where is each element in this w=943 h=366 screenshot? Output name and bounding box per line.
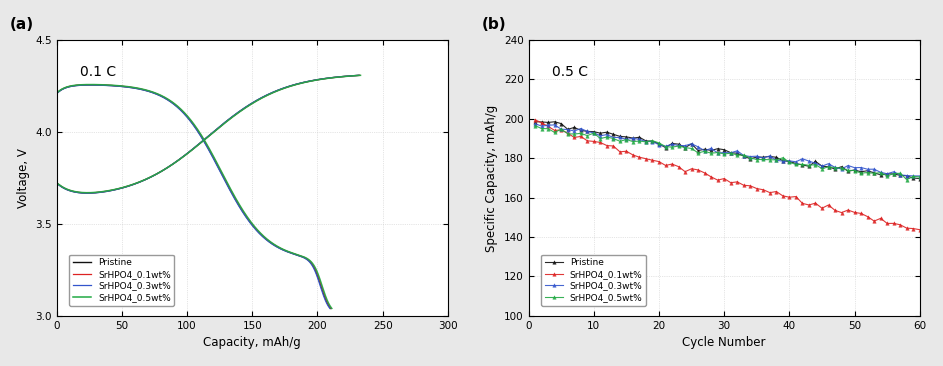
- Pristine: [660, 145, 671, 150]
- SrHPO4_0.1wt%: [770, 189, 782, 194]
- Line: SrHPO4_0.1wt%: SrHPO4_0.1wt%: [534, 118, 921, 231]
- Line: SrHPO4_0.3wt%: SrHPO4_0.3wt%: [534, 122, 921, 178]
- SrHPO4_0.5wt%: [627, 139, 638, 144]
- SrHPO4_0.5wt%: [653, 141, 665, 145]
- Pristine: [595, 131, 606, 135]
- SrHPO4_0.5wt%: [595, 136, 606, 141]
- Pristine: [914, 176, 925, 181]
- SrHPO4_0.3wt%: [653, 143, 665, 147]
- Text: (b): (b): [482, 17, 506, 32]
- Line: Pristine: Pristine: [534, 120, 921, 180]
- SrHPO4_0.5wt%: [902, 178, 913, 182]
- Pristine: [529, 120, 540, 124]
- SrHPO4_0.3wt%: [529, 122, 540, 126]
- Text: (a): (a): [9, 17, 34, 32]
- SrHPO4_0.3wt%: [914, 174, 925, 178]
- SrHPO4_0.1wt%: [660, 163, 671, 168]
- SrHPO4_0.3wt%: [595, 134, 606, 138]
- X-axis label: Cycle Number: Cycle Number: [683, 336, 766, 349]
- SrHPO4_0.5wt%: [770, 158, 782, 162]
- SrHPO4_0.3wt%: [770, 158, 782, 163]
- Legend: Pristine, SrHPO4_0.1wt%, SrHPO4_0.3wt%, SrHPO4_0.5wt%: Pristine, SrHPO4_0.1wt%, SrHPO4_0.3wt%, …: [541, 254, 646, 306]
- SrHPO4_0.1wt%: [627, 153, 638, 157]
- SrHPO4_0.3wt%: [660, 144, 671, 149]
- SrHPO4_0.1wt%: [595, 140, 606, 145]
- Legend: Pristine, SrHPO4_0.1wt%, SrHPO4_0.3wt%, SrHPO4_0.5wt%: Pristine, SrHPO4_0.1wt%, SrHPO4_0.3wt%, …: [69, 254, 174, 306]
- Text: 0.1 C: 0.1 C: [80, 65, 116, 79]
- SrHPO4_0.3wt%: [627, 136, 638, 141]
- Pristine: [653, 142, 665, 146]
- SrHPO4_0.1wt%: [640, 157, 652, 161]
- SrHPO4_0.5wt%: [914, 175, 925, 179]
- SrHPO4_0.5wt%: [640, 140, 652, 144]
- Text: 0.5 C: 0.5 C: [552, 65, 588, 79]
- SrHPO4_0.1wt%: [529, 117, 540, 122]
- SrHPO4_0.5wt%: [660, 144, 671, 149]
- Pristine: [770, 155, 782, 160]
- SrHPO4_0.1wt%: [653, 160, 665, 164]
- Pristine: [627, 136, 638, 140]
- Line: SrHPO4_0.5wt%: SrHPO4_0.5wt%: [534, 124, 921, 182]
- Pristine: [640, 139, 652, 143]
- Y-axis label: Voltage, V: Voltage, V: [17, 148, 29, 208]
- SrHPO4_0.3wt%: [640, 139, 652, 144]
- SrHPO4_0.1wt%: [914, 228, 925, 232]
- X-axis label: Capacity, mAh/g: Capacity, mAh/g: [204, 336, 301, 349]
- SrHPO4_0.5wt%: [529, 123, 540, 128]
- Y-axis label: Specific Capacity, mAh/g: Specific Capacity, mAh/g: [486, 104, 499, 251]
